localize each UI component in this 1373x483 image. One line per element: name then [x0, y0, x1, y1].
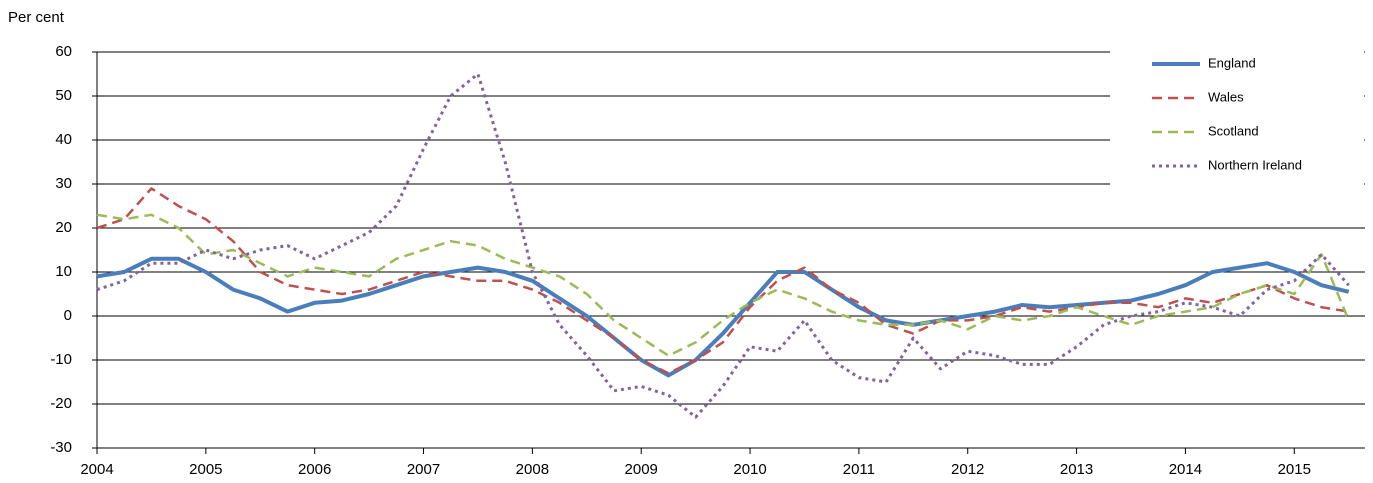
- y-tick-label: 60: [55, 43, 72, 60]
- y-tick-label: 0: [64, 307, 72, 324]
- x-tick-label: 2006: [298, 461, 331, 478]
- y-tick-label: -20: [50, 395, 72, 412]
- y-tick-label: -30: [50, 439, 72, 456]
- y-tick-label: 40: [55, 131, 72, 148]
- legend-label: Northern Ireland: [1208, 157, 1302, 172]
- x-tick-label: 2004: [80, 461, 113, 478]
- x-tick-label: 2015: [1278, 461, 1311, 478]
- y-tick-label: 20: [55, 219, 72, 236]
- legend: England Wales Scotland Northern Ireland: [1110, 44, 1364, 190]
- x-tick-label: 2011: [843, 461, 875, 478]
- x-tick-label: 2009: [625, 461, 658, 478]
- x-tick-label: 2013: [1060, 461, 1093, 478]
- x-tick-label: 2005: [189, 461, 222, 478]
- y-tick-label: 50: [55, 87, 72, 104]
- legend-label: England: [1208, 55, 1256, 70]
- y-tick-label: 30: [55, 175, 72, 192]
- series-line: [96, 213, 1350, 357]
- series-line: [96, 256, 1350, 378]
- x-tick-label: 2012: [951, 461, 984, 478]
- x-tick-label: 2014: [1169, 461, 1202, 478]
- series-line: [96, 187, 1349, 375]
- x-tick-label: 2008: [516, 461, 549, 478]
- x-tick-label: 2010: [733, 461, 766, 478]
- x-tick-label: 2007: [407, 461, 440, 478]
- y-axis-label: Per cent: [8, 9, 65, 26]
- legend-label: Wales: [1208, 89, 1244, 104]
- y-tick-label: 10: [55, 263, 72, 280]
- y-tick-label: -10: [50, 351, 72, 368]
- legend-label: Scotland: [1208, 123, 1259, 138]
